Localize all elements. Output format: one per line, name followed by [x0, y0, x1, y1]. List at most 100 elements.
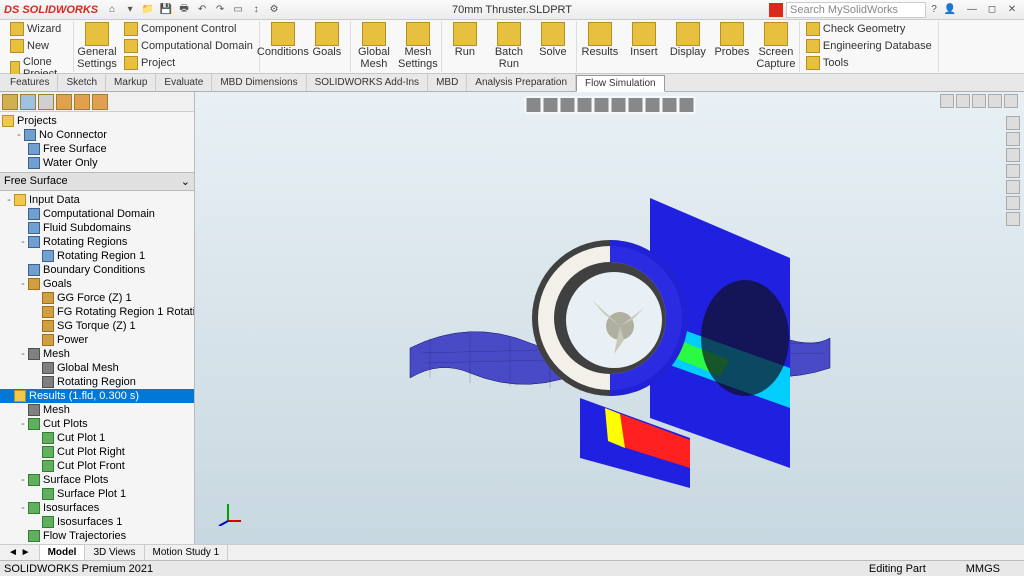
prev-view-icon[interactable] [560, 98, 574, 112]
tree-node[interactable]: -Isosurfaces [0, 501, 194, 515]
tree-node[interactable]: Power [0, 333, 194, 347]
view-cube-icon[interactable] [956, 94, 970, 108]
minimize-pane-icon[interactable] [972, 94, 986, 108]
view-cube-icon[interactable] [940, 94, 954, 108]
zoom-fit-icon[interactable] [526, 98, 540, 112]
maximize-pane-icon[interactable] [988, 94, 1002, 108]
view-orient-icon[interactable] [594, 98, 608, 112]
config-manager-icon[interactable] [38, 94, 54, 110]
tree-node[interactable]: -Results (1.fld, 0.300 s) [0, 389, 194, 403]
tab-analysis-preparation[interactable]: Analysis Preparation [467, 74, 576, 91]
task-view-icon[interactable] [1006, 164, 1020, 178]
save-icon[interactable]: 💾 [158, 2, 174, 18]
batch-run-button[interactable]: Batch Run [490, 21, 528, 71]
close-icon[interactable]: ✕ [1004, 2, 1020, 18]
new-button[interactable]: New [8, 38, 69, 54]
select-icon[interactable]: ▭ [230, 2, 246, 18]
insert-button[interactable]: Insert [625, 21, 663, 59]
property-manager-icon[interactable] [20, 94, 36, 110]
screen-capture-button[interactable]: Screen Capture [757, 21, 795, 71]
tree-node[interactable]: Computational Domain [0, 207, 194, 221]
global-mesh-button[interactable]: Global Mesh [355, 21, 393, 71]
tab-sketch[interactable]: Sketch [58, 74, 106, 91]
bottom-tab-model[interactable]: Model [40, 545, 86, 560]
graphics-viewport[interactable] [195, 92, 1024, 544]
minimize-icon[interactable]: — [964, 2, 980, 18]
task-forum-icon[interactable] [1006, 212, 1020, 226]
engineering-db-button[interactable]: Engineering Database [804, 38, 934, 54]
open-icon[interactable]: 📁 [140, 2, 156, 18]
task-explorer-icon[interactable] [1006, 148, 1020, 162]
tree-node[interactable]: FG Rotating Region 1 Rotation Angl [0, 305, 194, 319]
help-icon[interactable]: ? [926, 2, 942, 18]
new-icon[interactable]: ▾ [122, 2, 138, 18]
project-button[interactable]: Project [122, 55, 255, 71]
tree-node[interactable]: GG Force (Z) 1 [0, 291, 194, 305]
tree-node[interactable]: Fluid Subdomains [0, 221, 194, 235]
task-prop-icon[interactable] [1006, 196, 1020, 210]
tree-node[interactable]: Mesh [0, 403, 194, 417]
run-button[interactable]: Run [446, 21, 484, 59]
tree-node[interactable]: -Input Data [0, 193, 194, 207]
tree-node[interactable]: -Cut Plots [0, 417, 194, 431]
print-icon[interactable]: 🖶 [176, 2, 192, 18]
search-input[interactable]: Search MySolidWorks [786, 2, 926, 18]
maximize-icon[interactable]: ◻ [984, 2, 1000, 18]
tab-scroll[interactable]: ◄ ► [0, 545, 40, 560]
redo-icon[interactable]: ↷ [212, 2, 228, 18]
tree-node[interactable]: -Goals [0, 277, 194, 291]
tab-evaluate[interactable]: Evaluate [156, 74, 212, 91]
home-icon[interactable]: ⌂ [104, 2, 120, 18]
results-button[interactable]: Results [581, 21, 619, 59]
check-geometry-button[interactable]: Check Geometry [804, 21, 934, 37]
close-pane-icon[interactable] [1004, 94, 1018, 108]
tree-node[interactable]: Cut Plot Right [0, 445, 194, 459]
tab-solidworks-add-ins[interactable]: SOLIDWORKS Add-Ins [307, 74, 428, 91]
feature-tree-icon[interactable] [2, 94, 18, 110]
probes-button[interactable]: Probes [713, 21, 751, 59]
apply-scene-icon[interactable] [662, 98, 676, 112]
display-manager-icon[interactable] [74, 94, 90, 110]
display-button[interactable]: Display [669, 21, 707, 59]
tree-node[interactable]: SG Torque (Z) 1 [0, 319, 194, 333]
task-lib-icon[interactable] [1006, 132, 1020, 146]
project-item[interactable]: Free Surface [0, 142, 194, 156]
component-control-button[interactable]: Component Control [122, 21, 255, 37]
tree-node[interactable]: Global Mesh [0, 361, 194, 375]
goals-button[interactable]: Goals [308, 21, 346, 59]
tree-node[interactable]: Surface Plot 1 [0, 487, 194, 501]
section-view-icon[interactable] [577, 98, 591, 112]
computational-domain-button[interactable]: Computational Domain [122, 38, 255, 54]
bottom-tab-motion-study-1[interactable]: Motion Study 1 [145, 545, 229, 560]
conditions-button[interactable]: Conditions [264, 21, 302, 59]
tab-mbd-dimensions[interactable]: MBD Dimensions [212, 74, 306, 91]
solve-button[interactable]: Solve [534, 21, 572, 59]
project-item[interactable]: Water Only [0, 156, 194, 170]
mesh-settings-button[interactable]: Mesh Settings [399, 21, 437, 71]
tools-button[interactable]: Tools [804, 55, 934, 71]
tree-node[interactable]: Boundary Conditions [0, 263, 194, 277]
view-settings-icon[interactable] [679, 98, 693, 112]
bottom-tab-3d-views[interactable]: 3D Views [85, 545, 144, 560]
hide-show-icon[interactable] [628, 98, 642, 112]
tree-node[interactable]: Isosurfaces 1 [0, 515, 194, 529]
wizard-button[interactable]: Wizard [8, 21, 69, 37]
user-icon[interactable]: 👤 [942, 2, 958, 18]
tab-mbd[interactable]: MBD [428, 74, 467, 91]
study-header[interactable]: Free Surface⌄ [0, 172, 194, 191]
edit-appearance-icon[interactable] [645, 98, 659, 112]
tab-markup[interactable]: Markup [106, 74, 156, 91]
flow-sim-tree-icon[interactable] [92, 94, 108, 110]
tree-node[interactable]: Cut Plot Front [0, 459, 194, 473]
ruler-icon[interactable]: ↕ [248, 2, 264, 18]
dim-manager-icon[interactable] [56, 94, 72, 110]
tree-node[interactable]: -Rotating Regions [0, 235, 194, 249]
tree-node[interactable]: -Surface Plots [0, 473, 194, 487]
task-res-icon[interactable] [1006, 116, 1020, 130]
tree-node[interactable]: Flow Trajectories [0, 529, 194, 543]
tree-node[interactable]: Cut Plot 1 [0, 431, 194, 445]
orientation-triad[interactable] [213, 496, 243, 526]
options-icon[interactable]: ⚙ [266, 2, 282, 18]
general-settings-button[interactable]: General Settings [78, 21, 116, 71]
tree-node[interactable]: Rotating Region [0, 375, 194, 389]
